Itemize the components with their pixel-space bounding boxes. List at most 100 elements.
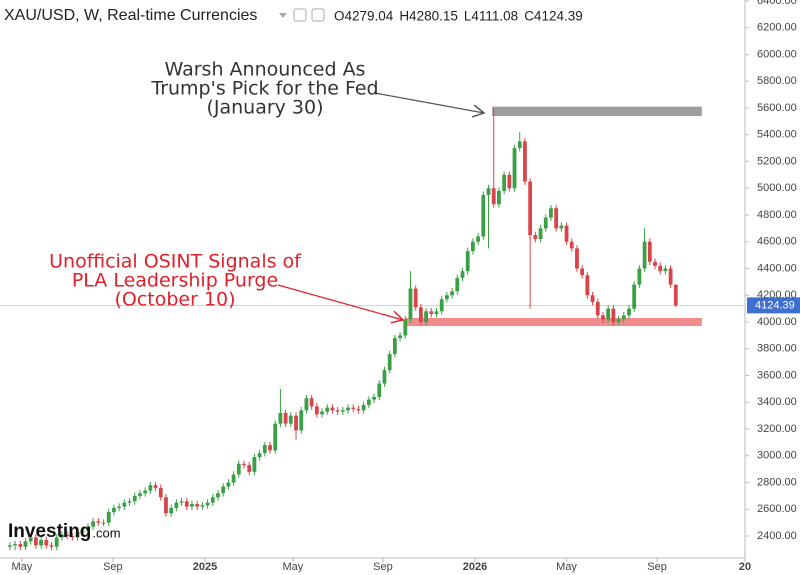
candle-body	[497, 190, 501, 205]
x-tick-label: Sep	[103, 561, 123, 573]
candle-body	[481, 194, 486, 237]
candle-body	[543, 217, 548, 229]
ohlc-label: C4124.39	[524, 9, 583, 24]
watermark: Investing	[8, 521, 91, 542]
candle-body	[590, 295, 595, 302]
y-tick-label: 6400.00	[757, 0, 797, 7]
candle-body	[673, 284, 678, 306]
last-price-label: 4124.39	[755, 299, 795, 311]
candle-body	[491, 188, 496, 205]
y-tick-label: 2600.00	[757, 503, 797, 515]
candle-body	[486, 188, 491, 195]
price-zone	[492, 106, 702, 116]
candle-body	[507, 174, 512, 189]
candle-body	[538, 228, 543, 240]
ohlc-label: O4279.04	[334, 9, 394, 24]
candles	[7, 107, 678, 551]
y-tick-label: 5000.00	[757, 182, 797, 194]
candle-body	[231, 474, 236, 483]
candle-body	[320, 411, 324, 415]
y-tick-label: 3200.00	[757, 423, 797, 435]
candle-body	[268, 445, 272, 451]
candle-body	[528, 181, 533, 236]
candle-body	[632, 284, 637, 309]
candle-body	[512, 148, 517, 189]
candle-body	[247, 465, 252, 472]
candle-body	[148, 485, 153, 491]
candle-body	[377, 383, 382, 397]
candle-body	[564, 225, 569, 242]
y-tick-label: 3000.00	[757, 450, 797, 462]
candle-body	[653, 261, 657, 266]
candle-body	[96, 521, 101, 523]
candle-body	[106, 511, 111, 523]
candle-body	[455, 277, 460, 292]
candle-body	[132, 495, 137, 502]
candle-body	[663, 268, 668, 272]
candle-body	[627, 308, 631, 316]
candle-body	[356, 408, 361, 411]
labels: XAU/USD, W, Real-time Currencies O4279.0…	[4, 7, 583, 542]
candle-body	[294, 415, 298, 431]
candle-body	[242, 463, 246, 466]
settings-icon[interactable]	[293, 8, 307, 22]
candle-body	[424, 311, 428, 323]
candle-body	[382, 370, 387, 384]
candle-body	[351, 407, 356, 409]
y-tick-label: 2800.00	[757, 476, 797, 488]
candle-body	[642, 241, 647, 269]
candle-body	[450, 291, 454, 296]
candle-body	[387, 354, 392, 371]
candle-body	[80, 530, 85, 533]
annotation-text: (January 30)	[206, 97, 323, 119]
candle-body	[221, 486, 226, 494]
candle-body	[601, 315, 605, 320]
annotation-text: Unofficial OSINT Signals of	[49, 251, 302, 273]
candle-body	[28, 537, 33, 542]
annotation-text: Trump's Pick for the Fed	[150, 78, 378, 100]
candle-body	[637, 268, 642, 285]
zones	[405, 106, 702, 327]
candle-body	[210, 497, 215, 503]
candle-body	[164, 497, 168, 514]
candle-body	[559, 225, 564, 229]
candle-body	[60, 534, 64, 538]
candle-body	[33, 537, 38, 546]
candle-body	[112, 507, 116, 512]
x-tick-label: 2025	[193, 561, 217, 573]
y-tick-label: 5200.00	[757, 155, 797, 167]
candle-body	[413, 288, 418, 308]
candle-body	[49, 545, 54, 547]
close-icon[interactable]	[311, 8, 325, 22]
candle-body	[184, 501, 189, 507]
y-tick-label: 3800.00	[757, 343, 797, 355]
candle-body	[299, 410, 304, 431]
candle-body	[606, 308, 611, 320]
candle-body	[616, 319, 621, 323]
candle-body	[91, 521, 96, 527]
candle-body	[179, 501, 184, 503]
candle-body	[304, 398, 309, 411]
candle-body	[262, 445, 267, 454]
candle-body	[314, 406, 319, 415]
annotation-text: (October 10)	[114, 289, 235, 311]
candle-body	[429, 311, 434, 314]
candle-body	[340, 410, 345, 412]
candle-body	[195, 503, 200, 507]
candle-body	[569, 241, 574, 249]
candle-body	[216, 493, 220, 498]
candle-body	[169, 507, 174, 514]
candle-body	[190, 503, 194, 507]
dropdown-icon	[279, 13, 287, 18]
annotation-text: Warsh Announced As	[165, 59, 366, 81]
candle-body	[611, 308, 616, 323]
candle-body	[283, 412, 288, 424]
watermark-suffix: .com	[92, 525, 120, 540]
candle-body	[236, 463, 241, 475]
y-tick-label: 5800.00	[757, 75, 797, 87]
candle-body	[444, 295, 449, 300]
candle-body	[278, 412, 283, 424]
candle-body	[533, 235, 538, 240]
